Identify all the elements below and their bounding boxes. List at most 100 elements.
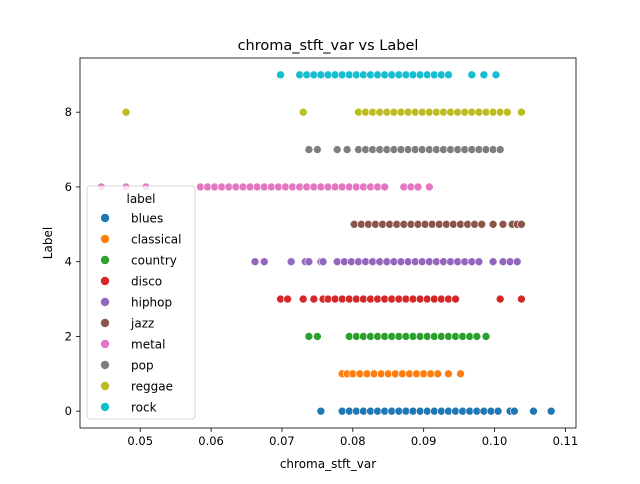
point-pop-3 — [342, 145, 352, 154]
point-disco-3 — [309, 294, 319, 304]
y-tick-label-3: 6 — [65, 180, 72, 194]
point-pop-2 — [332, 145, 342, 154]
point-rock-22 — [444, 70, 453, 80]
point-hiphop-27 — [474, 257, 484, 266]
y-axis-label: Label — [41, 227, 55, 259]
point-pop-24 — [495, 145, 505, 154]
legend-marker-pop — [100, 360, 110, 370]
legend-label-metal: metal — [131, 338, 165, 352]
legend-frame — [86, 185, 196, 420]
point-hiphop-6 — [318, 257, 328, 266]
point-hiphop-1 — [259, 257, 269, 266]
point-reggae-1 — [298, 107, 308, 117]
legend-label-country: country — [131, 254, 177, 268]
legend-label-rock: rock — [131, 401, 157, 415]
legend-marker-classical — [100, 234, 110, 244]
point-disco-24 — [495, 294, 505, 304]
point-classical-16 — [456, 369, 465, 379]
point-jazz-20 — [498, 220, 508, 229]
legend-marker-country — [100, 255, 110, 265]
legend-label-hiphop: hiphop — [131, 296, 172, 310]
point-rock-25 — [491, 70, 501, 80]
y-tick-label-2: 4 — [65, 255, 72, 269]
point-blues-27 — [546, 406, 556, 416]
point-jazz-19 — [488, 220, 498, 229]
x-tick-label-2: 0.07 — [269, 434, 295, 448]
legend-label-blues: blues — [131, 212, 163, 226]
point-disco-1 — [283, 294, 292, 304]
point-jazz-23 — [517, 220, 526, 229]
point-pop-1 — [313, 145, 322, 154]
point-rock-0 — [276, 70, 285, 80]
series-classical — [337, 369, 465, 379]
point-hiphop-2 — [286, 257, 296, 266]
x-axis: 0.05 0.06 0.07 0.08 0.09 0.10 0.11 — [127, 428, 578, 448]
point-blues-0 — [316, 406, 326, 416]
series-disco — [276, 294, 526, 304]
point-country-1 — [313, 332, 322, 341]
point-disco-2 — [298, 294, 308, 304]
point-pop-0 — [304, 145, 314, 154]
point-reggae-0 — [121, 107, 131, 117]
legend: label blues classical country disco hiphop ja… — [86, 185, 196, 420]
point-country-20 — [472, 332, 482, 341]
series-blues — [316, 406, 556, 416]
plot-frame — [79, 57, 577, 429]
point-reggae-23 — [502, 107, 512, 117]
point-blues-26 — [529, 406, 538, 416]
point-hiphop-4 — [304, 257, 314, 266]
series-jazz — [349, 220, 526, 229]
point-metal-29 — [380, 182, 389, 192]
point-disco-23 — [451, 294, 460, 304]
y-tick-label-4: 8 — [65, 105, 72, 119]
legend-label-classical: classical — [131, 233, 181, 247]
legend-marker-reggae — [100, 381, 110, 391]
point-country-21 — [481, 332, 491, 341]
y-tick-label-0: 0 — [65, 404, 72, 418]
series-hiphop — [250, 257, 522, 266]
point-metal-32 — [413, 182, 423, 192]
y-tick-label-1: 2 — [65, 329, 72, 343]
legend-title: label — [126, 192, 155, 206]
x-tick-label-6: 0.11 — [553, 434, 579, 448]
x-tick-label-1: 0.06 — [198, 434, 224, 448]
legend-items: blues classical country disco hiphop jazz meta… — [100, 212, 181, 415]
legend-label-disco: disco — [131, 275, 162, 289]
legend-marker-hiphop — [100, 297, 110, 307]
x-axis-label: chroma_stft_var — [280, 457, 376, 471]
legend-label-pop: pop — [131, 359, 154, 373]
legend-label-reggae: reggae — [131, 380, 173, 394]
legend-marker-blues — [100, 213, 110, 223]
chart-title: chroma_stft_var vs Label — [238, 38, 419, 54]
legend-label-jazz: jazz — [130, 317, 154, 331]
point-rock-24 — [479, 70, 489, 80]
y-axis: 0 2 4 6 8 — [65, 105, 80, 418]
point-reggae-24 — [517, 107, 526, 117]
x-tick-label-5: 0.10 — [482, 434, 508, 448]
series-pop — [304, 145, 505, 154]
point-hiphop-31 — [512, 257, 522, 266]
point-hiphop-28 — [488, 257, 498, 266]
series-country — [304, 332, 491, 341]
point-blues-25 — [510, 406, 519, 416]
point-hiphop-0 — [250, 257, 260, 266]
point-blues-23 — [493, 406, 503, 416]
x-tick-label-3: 0.08 — [340, 434, 366, 448]
x-tick-label-0: 0.05 — [127, 434, 153, 448]
x-tick-label-4: 0.09 — [411, 434, 437, 448]
point-disco-25 — [517, 294, 526, 304]
legend-marker-jazz — [100, 318, 110, 328]
point-classical-15 — [444, 369, 453, 379]
series-reggae — [121, 107, 526, 117]
point-rock-23 — [467, 70, 477, 80]
point-classical-14 — [433, 369, 443, 379]
point-country-0 — [304, 332, 314, 341]
point-jazz-18 — [477, 220, 487, 229]
legend-marker-metal — [100, 339, 110, 349]
series-rock — [276, 70, 501, 80]
point-metal-33 — [425, 182, 434, 192]
legend-marker-rock — [100, 402, 110, 412]
legend-marker-disco — [100, 276, 110, 286]
